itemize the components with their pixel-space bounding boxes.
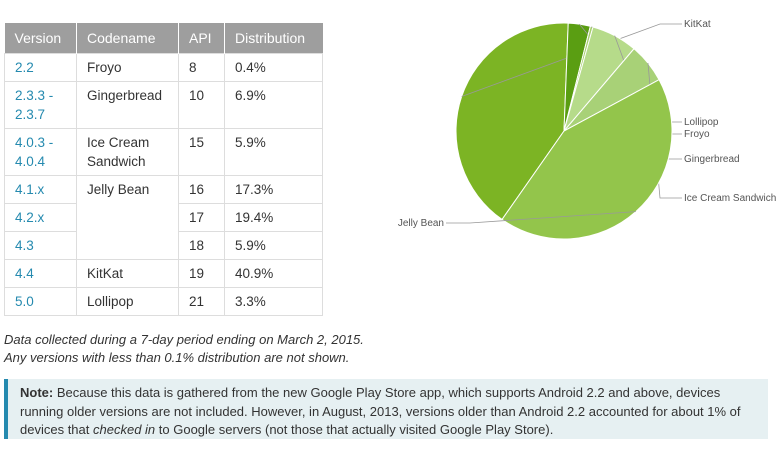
note-text: Because this data is gathered from the n… bbox=[20, 385, 741, 437]
pie-label-lollipop: Lollipop bbox=[684, 117, 719, 128]
api-cell: 18 bbox=[178, 231, 225, 260]
header-codename: Codename bbox=[76, 23, 179, 54]
distribution-cell: 3.3% bbox=[224, 287, 323, 316]
api-cell: 17 bbox=[178, 203, 225, 232]
table-row: 5.0 Lollipop 21 3.3% bbox=[4, 287, 323, 316]
version-cell[interactable]: 4.3 bbox=[4, 231, 77, 260]
pie-label-gingerbread: Gingerbread bbox=[684, 154, 740, 165]
note-label: Note: bbox=[20, 385, 54, 400]
api-cell: 8 bbox=[178, 53, 225, 82]
pie-leader-line bbox=[446, 211, 636, 224]
pie-label-kitkat: KitKat bbox=[684, 19, 711, 30]
table-row: 4.3 18 5.9% bbox=[4, 231, 323, 260]
header-api: API bbox=[178, 23, 225, 54]
codename-cell: Lollipop bbox=[76, 287, 179, 316]
codename-cell: KitKat bbox=[76, 259, 179, 288]
codename-cell: Froyo bbox=[76, 53, 179, 82]
distribution-cell: 5.9% bbox=[224, 128, 323, 176]
caption-line-1: Data collected during a 7-day period end… bbox=[4, 332, 364, 347]
api-cell: 19 bbox=[178, 259, 225, 288]
caption-line-2: Any versions with less than 0.1% distrib… bbox=[4, 350, 350, 365]
api-cell: 15 bbox=[178, 128, 225, 176]
data-caption: Data collected during a 7-day period end… bbox=[4, 331, 364, 367]
table-row: 4.2.x 17 19.4% bbox=[4, 203, 323, 232]
codename-cell: Gingerbread bbox=[76, 81, 179, 129]
version-cell[interactable]: 4.0.3 - 4.0.4 bbox=[4, 128, 77, 176]
table-row: 2.3.3 - 2.3.7 Gingerbread 10 6.9% bbox=[4, 81, 323, 129]
version-cell[interactable]: 4.4 bbox=[4, 259, 77, 288]
version-cell[interactable]: 2.3.3 - 2.3.7 bbox=[4, 81, 77, 129]
codename-cell: Ice Cream Sandwich bbox=[76, 128, 179, 176]
table-row: 4.1.x Jelly Bean 16 17.3% bbox=[4, 175, 323, 260]
version-cell[interactable]: 5.0 bbox=[4, 287, 77, 316]
distribution-cell: 40.9% bbox=[224, 259, 323, 288]
version-cell[interactable]: 2.2 bbox=[4, 53, 77, 82]
pie-label-jelly-bean: Jelly Bean bbox=[398, 218, 444, 229]
distribution-cell: 5.9% bbox=[224, 231, 323, 260]
distribution-table: Version Codename API Distribution 2.2 Fr… bbox=[4, 23, 323, 316]
api-cell: 10 bbox=[178, 81, 225, 129]
distribution-cell: 0.4% bbox=[224, 53, 323, 82]
pie-leader-line bbox=[461, 23, 682, 97]
distribution-cell: 19.4% bbox=[224, 203, 323, 232]
note-box: Note: Because this data is gathered from… bbox=[4, 379, 768, 439]
header-distribution: Distribution bbox=[224, 23, 323, 54]
version-cell[interactable]: 4.2.x bbox=[4, 203, 77, 232]
table-header-row: Version Codename API Distribution bbox=[4, 23, 323, 54]
version-cell[interactable]: 4.1.x bbox=[4, 175, 77, 204]
api-cell: 16 bbox=[178, 175, 225, 204]
distribution-cell: 6.9% bbox=[224, 81, 323, 129]
distribution-cell: 17.3% bbox=[224, 175, 323, 204]
note-text-end: to Google servers (not those that actual… bbox=[155, 422, 554, 437]
note-emphasis: checked in bbox=[93, 422, 156, 437]
table-row: 4.4 KitKat 19 40.9% bbox=[4, 259, 323, 288]
pie-label-ice-cream-sandwich: Ice Cream Sandwich bbox=[684, 193, 776, 204]
table-row: 2.2 Froyo 8 0.4% bbox=[4, 53, 323, 82]
pie-label-froyo: Froyo bbox=[684, 129, 710, 140]
codename-cell: Jelly Bean bbox=[76, 175, 179, 260]
header-version: Version bbox=[4, 23, 77, 54]
api-cell: 21 bbox=[178, 287, 225, 316]
table-row: 4.0.3 - 4.0.4 Ice Cream Sandwich 15 5.9% bbox=[4, 128, 323, 176]
